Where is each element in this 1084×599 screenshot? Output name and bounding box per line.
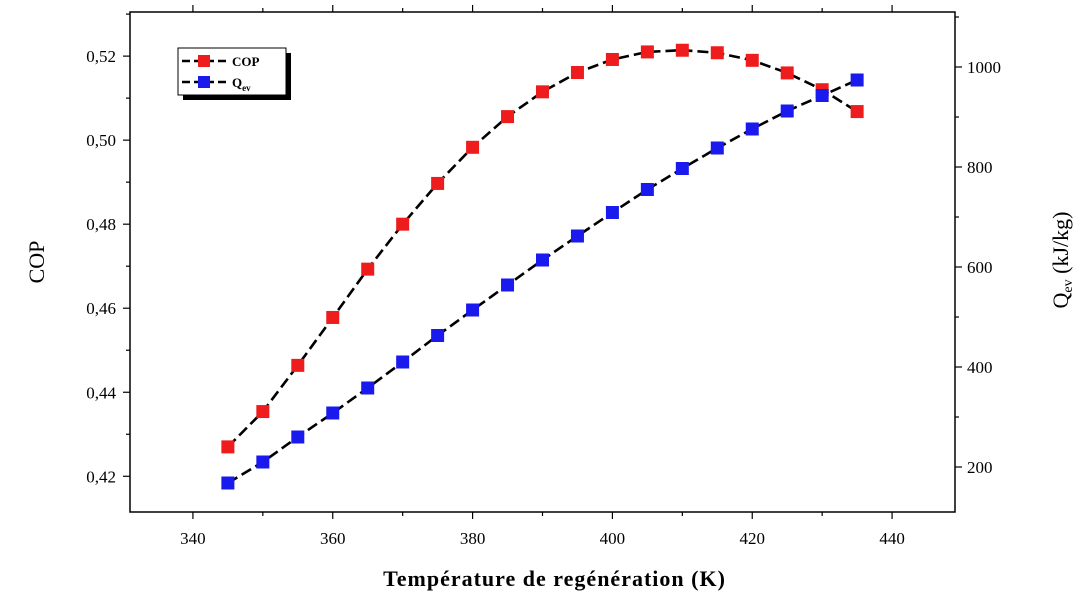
y-right-tick-label: 400	[967, 358, 993, 377]
legend-box	[177, 47, 287, 96]
x-tick-label: 340	[180, 529, 206, 548]
series-point-Qev	[710, 141, 724, 155]
series-point-COP	[640, 45, 654, 59]
y-left-tick-label: 0,52	[86, 47, 116, 66]
series-point-Qev	[256, 455, 270, 469]
series-point-Qev	[291, 430, 305, 444]
y-right-tick-label: 1000	[967, 58, 1001, 77]
y-right-axis-title: Qev (kJ/kg)	[1048, 212, 1076, 309]
series-point-COP	[850, 105, 864, 119]
x-tick-label: 440	[879, 529, 905, 548]
series-point-Qev	[466, 303, 480, 317]
y-right-tick-label: 600	[967, 258, 993, 277]
y-left-tick-label: 0,46	[86, 299, 116, 318]
x-tick-label: 420	[739, 529, 765, 548]
series-point-Qev	[326, 406, 340, 420]
series-point-COP	[501, 110, 515, 124]
series-point-Qev	[431, 329, 445, 342]
series-layer	[221, 43, 864, 490]
series-point-Qev	[221, 476, 235, 490]
series-point-COP	[710, 46, 724, 60]
series-point-Qev	[780, 104, 794, 118]
series-point-COP	[780, 66, 794, 80]
series-point-COP	[361, 262, 375, 276]
y-left-tick-label: 0,42	[86, 467, 116, 486]
series-point-Qev	[396, 355, 410, 369]
legend-marker-COP	[198, 55, 210, 67]
series-point-COP	[431, 176, 445, 190]
x-tick-label: 360	[320, 529, 346, 548]
series-point-Qev	[570, 229, 584, 243]
series-line-Qev	[227, 78, 858, 485]
legend-marker-Qev	[198, 76, 210, 88]
series-point-COP	[605, 52, 619, 66]
series-point-COP	[256, 405, 270, 419]
x-tick-label: 400	[600, 529, 626, 548]
y-right-tick-label: 200	[967, 458, 993, 477]
series-point-Qev	[361, 381, 375, 395]
series-point-COP	[466, 140, 480, 154]
series-point-Qev	[815, 89, 829, 102]
series-point-Qev	[536, 253, 549, 267]
series-point-COP	[221, 440, 235, 454]
series-point-COP	[326, 310, 340, 324]
x-tick-label: 380	[460, 529, 486, 548]
series-point-COP	[396, 217, 410, 231]
y-left-tick-label: 0,48	[86, 215, 116, 234]
series-point-Qev	[675, 162, 689, 175]
series-point-Qev	[605, 206, 619, 219]
y-left-tick-label: 0,44	[86, 383, 116, 402]
series-point-COP	[570, 66, 584, 80]
axes-layer: 340 360 380 400 420 440 0,42 0,44 0,46 0,48 0,50 0,…	[24, 5, 1076, 591]
y-right-tick-label: 800	[967, 158, 993, 177]
y-left-tick-label: 0,50	[86, 131, 116, 150]
series-point-COP	[675, 43, 689, 57]
x-axis-title: Température de regénération (K)	[383, 566, 726, 591]
series-point-Qev	[640, 183, 654, 196]
legend-label-Qev: Qev	[232, 75, 251, 93]
series-point-Qev	[850, 73, 864, 87]
series-point-Qev	[745, 122, 759, 136]
y-left-axis-title: COP	[24, 241, 49, 284]
series-point-Qev	[501, 278, 515, 292]
legend-label-COP: COP	[232, 54, 260, 69]
series-point-COP	[745, 53, 759, 67]
series-point-COP	[536, 85, 549, 99]
legend: COP Qev	[177, 47, 291, 100]
series-point-COP	[291, 358, 305, 372]
series-line-COP	[226, 48, 858, 448]
